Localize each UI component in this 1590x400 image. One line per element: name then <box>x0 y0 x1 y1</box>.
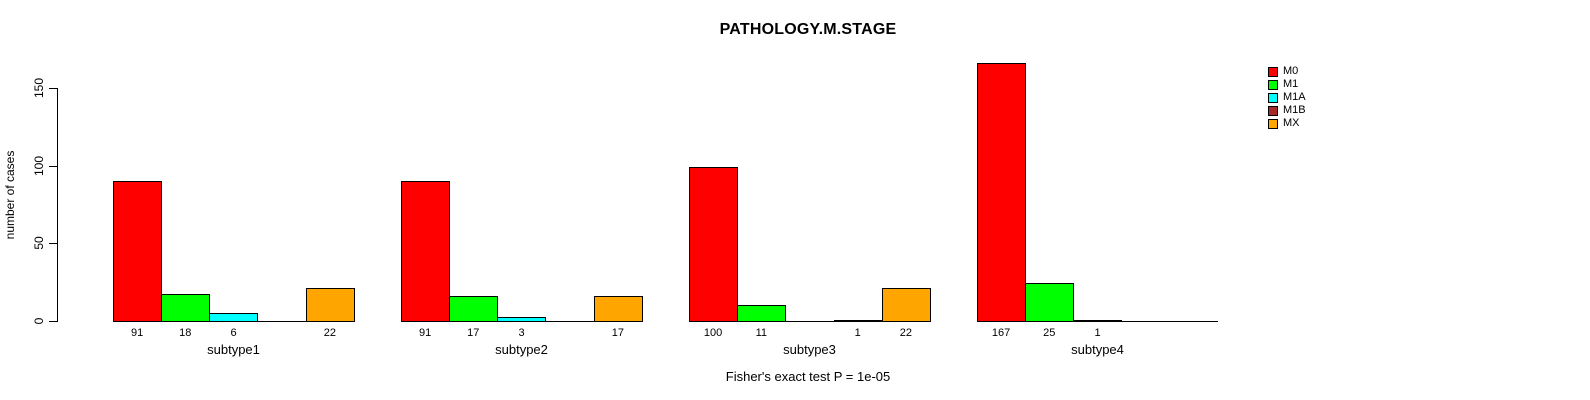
y-axis-tick-label: 50 <box>32 236 46 250</box>
bar-m0-subtype1 <box>113 181 162 322</box>
legend-swatch-mx <box>1268 118 1278 129</box>
legend-label: MX <box>1283 117 1300 129</box>
bar-value-label: 1 <box>854 327 861 339</box>
y-axis-tick-label: 100 <box>32 155 46 177</box>
y-axis-tick-label: 150 <box>32 77 46 99</box>
bar-value-label: 11 <box>755 327 768 339</box>
category-label-subtype4: subtype4 <box>1071 342 1124 357</box>
legend-item-m0: M0 <box>1268 65 1306 78</box>
legend-swatch-m1a <box>1268 92 1278 103</box>
bar-value-label: 25 <box>1043 327 1056 339</box>
bar-value-label: 100 <box>703 327 723 339</box>
bar-m1-subtype3 <box>737 305 786 322</box>
legend-label: M0 <box>1283 65 1299 77</box>
bar-m1-subtype2 <box>449 296 498 322</box>
bar-m0-subtype2 <box>401 181 450 322</box>
bar-value-label: 6 <box>230 327 237 339</box>
bar-value-label: 18 <box>179 327 192 339</box>
legend-item-m1: M1 <box>1268 78 1306 91</box>
y-axis-label: number of cases <box>3 150 17 240</box>
bar-value-label: 17 <box>611 327 625 339</box>
y-axis-line <box>57 88 58 322</box>
bar-m0-subtype3 <box>689 167 738 322</box>
bar-m0-subtype4 <box>977 63 1026 322</box>
chart-title: PATHOLOGY.M.STAGE <box>719 21 897 38</box>
bar-value-label: 22 <box>323 327 337 339</box>
group-baseline <box>689 321 930 322</box>
y-axis-tick <box>49 243 57 244</box>
legend-label: M1B <box>1283 104 1306 116</box>
bar-m1b-subtype3 <box>834 320 883 322</box>
legend-swatch-m1 <box>1268 79 1278 90</box>
legend-swatch-m0 <box>1268 66 1278 77</box>
bar-mx-subtype3 <box>882 288 931 322</box>
legend-label: M1 <box>1283 78 1299 90</box>
bar-value-label: 3 <box>518 327 525 339</box>
y-axis-tick <box>49 88 57 89</box>
bar-mx-subtype2 <box>594 296 643 322</box>
y-axis-tick <box>49 321 57 322</box>
bar-m1a-subtype4 <box>1073 320 1122 322</box>
legend-label: M1A <box>1283 91 1306 103</box>
legend-item-m1a: M1A <box>1268 91 1306 104</box>
category-label-subtype1: subtype1 <box>207 342 260 357</box>
bar-m1-subtype1 <box>161 294 210 322</box>
bar-m1-subtype4 <box>1025 283 1074 322</box>
bar-value-label: 91 <box>130 327 144 339</box>
bar-value-label: 17 <box>467 327 480 339</box>
y-axis-tick-label: 0 <box>32 317 46 325</box>
bar-value-label: 22 <box>899 327 913 339</box>
legend: M0 M1 M1A M1B MX <box>1268 65 1306 130</box>
bar-mx-subtype1 <box>306 288 355 322</box>
bar-value-label: 167 <box>991 327 1011 339</box>
category-label-subtype2: subtype2 <box>495 342 548 357</box>
legend-item-m1b: M1B <box>1268 104 1306 117</box>
legend-item-mx: MX <box>1268 117 1306 130</box>
bar-value-label: 1 <box>1094 327 1101 339</box>
bar-value-label: 91 <box>418 327 432 339</box>
category-label-subtype3: subtype3 <box>783 342 836 357</box>
y-axis-tick <box>49 166 57 167</box>
bar-m1a-subtype1 <box>209 313 258 322</box>
legend-swatch-m1b <box>1268 105 1278 116</box>
stat-test-caption: Fisher's exact test P = 1e-05 <box>725 369 891 384</box>
bar-m1a-subtype2 <box>497 317 546 322</box>
